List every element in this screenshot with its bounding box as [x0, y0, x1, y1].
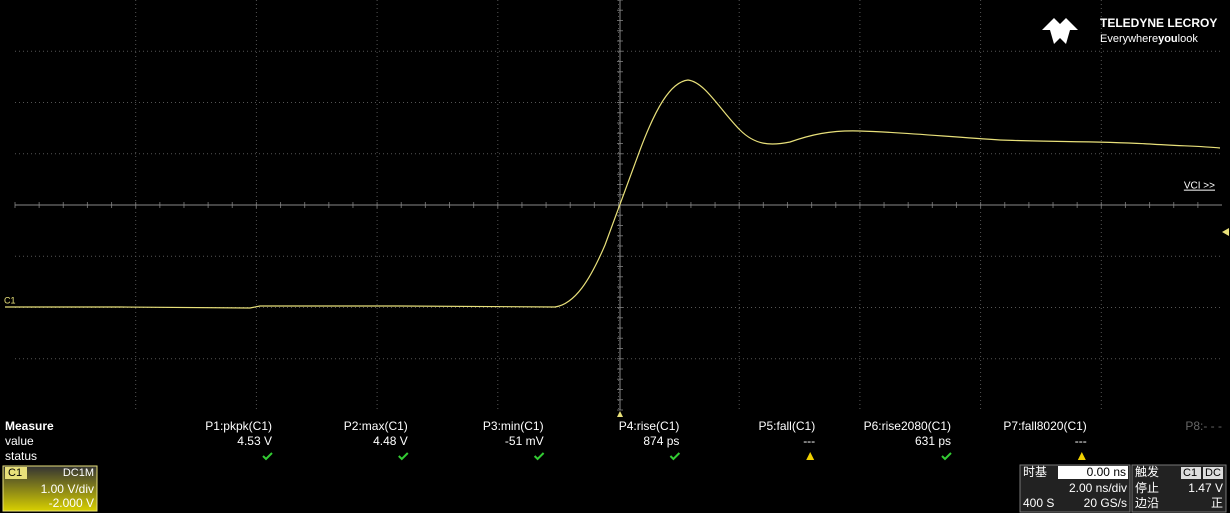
level-marker	[1222, 228, 1229, 236]
param-value: ---	[803, 434, 815, 448]
param-value: 4.53 V	[237, 434, 272, 448]
param-name: P5:fall(C1)	[759, 419, 816, 433]
trigger-type: 边沿	[1135, 496, 1159, 510]
tagline: Everywhere	[1100, 33, 1158, 45]
trigger-marker	[617, 411, 623, 417]
channel-name: C1	[8, 467, 22, 479]
vci-marker: VCI >>	[1184, 181, 1215, 192]
rate: 20 GS/s	[1084, 496, 1127, 510]
param-name: P1:pkpk(C1)	[205, 419, 272, 433]
src-bg	[1181, 467, 1201, 479]
status-ok	[262, 452, 273, 461]
channel-marker: C1	[4, 295, 16, 305]
param-name: P7:fall8020(C1)	[1003, 419, 1086, 433]
status-warn	[1077, 452, 1086, 460]
param-value: 4.48 V	[373, 434, 408, 448]
logo-icon	[1042, 18, 1078, 44]
vdiv: 1.00 V/div	[41, 482, 94, 496]
tdiv: 2.00 ns/div	[1069, 481, 1127, 495]
param-value: 631 ps	[915, 434, 951, 448]
logo-tagline: Everywhereyoulook	[1100, 33, 1198, 45]
delay-bg	[1058, 466, 1128, 479]
tagline-bold: you	[1158, 33, 1178, 45]
trigger-coupling: DC	[1205, 467, 1221, 479]
status-ok	[398, 452, 409, 461]
param-name: P2:max(C1)	[344, 419, 408, 433]
measure-columns: P1:pkpk(C1)4.53 V P2:max(C1)4.48 V P3:min(…	[205, 419, 1087, 461]
status-warn	[806, 452, 815, 460]
param-value: ---	[1075, 434, 1087, 448]
trigger-level: 1.47 V	[1188, 481, 1223, 495]
coup-bg	[1203, 467, 1223, 479]
trigger-slope: 正	[1211, 496, 1223, 510]
status-ok	[669, 452, 681, 461]
delay: 0.00 ns	[1087, 465, 1126, 479]
measure-heading: Measure	[5, 419, 54, 433]
param-name: P4:rise(C1)	[619, 419, 680, 433]
status-ok	[533, 452, 545, 461]
trigger-label: 触发	[1135, 464, 1159, 479]
timebase-label: 时基	[1023, 465, 1047, 479]
param-name: P3:min(C1)	[483, 419, 544, 433]
row-label: value	[5, 434, 34, 448]
trigger-mode: 停止	[1135, 480, 1159, 495]
status-ok	[941, 452, 952, 461]
param-value: 874 ps	[643, 434, 679, 448]
trigger-source: C1	[1183, 467, 1197, 479]
offset: -2.000 V	[49, 496, 94, 510]
row-label: status	[5, 449, 37, 463]
coupling: DC1M	[63, 467, 94, 479]
points: 400 S	[1023, 496, 1054, 510]
tagline: look	[1178, 33, 1199, 45]
waveform	[5, 79, 1221, 309]
channel-tag	[5, 467, 27, 479]
param-name: P6:rise2080(C1)	[864, 419, 951, 433]
logo-brand: TELEDYNE LECROY	[1100, 16, 1217, 30]
param-value: -51 mV	[505, 434, 544, 448]
extra-param: P8:- - -	[1185, 419, 1222, 433]
